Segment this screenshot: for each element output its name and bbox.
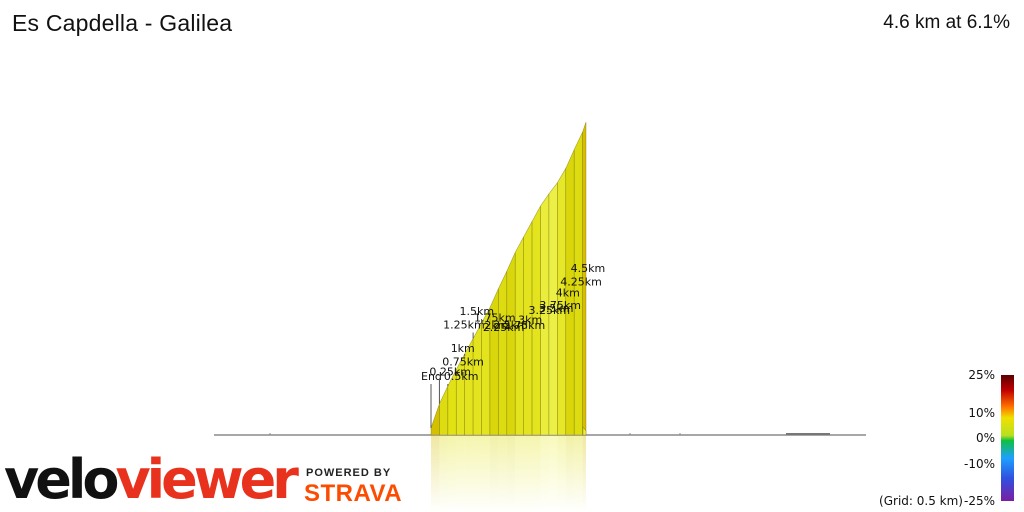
segment-title: Es Capdella - Galilea — [12, 10, 233, 36]
km-marker-label: 4km — [556, 286, 580, 299]
elevation-bar — [430, 403, 440, 436]
elevation-bar-tail — [582, 426, 587, 436]
km-marker-label: 1km — [451, 342, 475, 355]
elevation-bars — [430, 121, 587, 436]
km-marker-label: 4.25km — [560, 276, 602, 289]
elevation-bar — [506, 252, 516, 436]
km-marker-label: 2km — [484, 319, 508, 332]
reflection-fade — [214, 436, 866, 512]
legend-color-bar — [1001, 375, 1014, 501]
km-marker-label: 2.25km — [483, 321, 525, 334]
legend-stop-label: -25% — [964, 494, 995, 508]
km-marker-label: 1.5km — [460, 305, 495, 318]
legend-stop-label: -10% — [964, 457, 995, 471]
strava-logo: STRAVA — [304, 480, 403, 507]
km-marker-label: 0.75km — [442, 355, 484, 368]
km-marker-label: 3km — [518, 313, 542, 326]
km-marker-label: 2.5km — [493, 318, 528, 331]
legend-stop-label: 0% — [976, 431, 995, 445]
gradient-legend: 25% 10% 0% -10% -25%(Grid: 0.5 km) — [879, 368, 1014, 508]
km-marker-label: 0.25km — [429, 366, 471, 379]
km-marker-label: 3.25km — [529, 304, 571, 317]
veloviewer-logo: veloviewer — [4, 448, 299, 512]
powered-by-text: POWERED BY — [306, 467, 392, 479]
km-marker-label: 0.5km — [444, 370, 479, 383]
grid-note: (Grid: 0.5 km) — [879, 494, 963, 508]
logo-part-viewer: viewer — [115, 448, 298, 511]
km-marker-label: 4.5km — [571, 262, 606, 275]
km-marker-label: 1.25km — [443, 319, 485, 332]
elevation-bar — [498, 271, 508, 436]
legend-stop-label: 25% — [968, 368, 995, 382]
km-marker-label: 3.5km — [539, 302, 574, 315]
km-marker-label: 2.75km — [504, 319, 546, 332]
km-marker-label: End — [421, 370, 442, 383]
elevation-bar — [514, 236, 524, 436]
legend-stop-label: 10% — [968, 406, 995, 420]
segment-summary: 4.6 km at 6.1% — [883, 12, 1010, 33]
elevation-bar — [439, 385, 449, 436]
km-marker-label: 1.75km — [474, 312, 516, 325]
km-marker-label: 3.75km — [539, 299, 581, 312]
logo-part-velo: velo — [4, 448, 119, 511]
